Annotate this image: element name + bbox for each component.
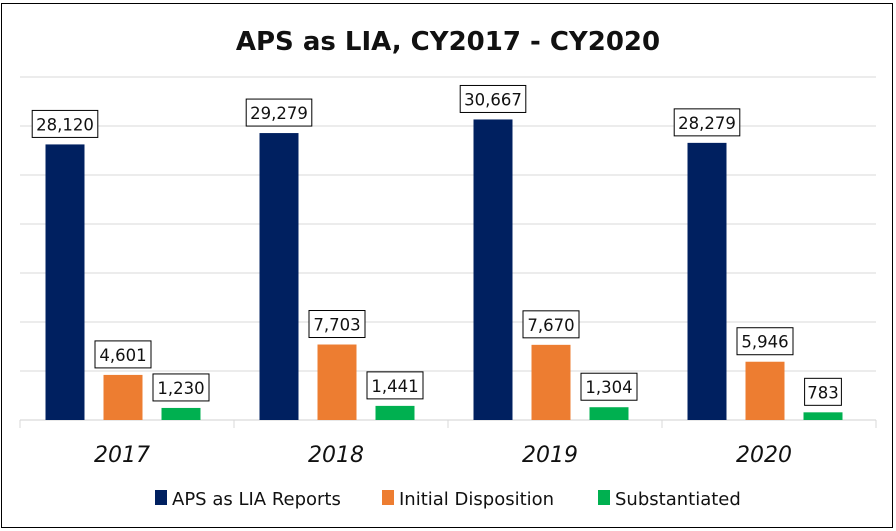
bar-initial-disposition-2020: [745, 361, 785, 420]
data-label-box: [94, 340, 152, 369]
data-label: 1,304: [580, 372, 638, 401]
data-label: 783: [804, 377, 842, 406]
data-label-box: [522, 310, 580, 339]
data-label-box: [673, 108, 741, 137]
data-label-box: [580, 372, 638, 401]
chart-title: APS as LIA, CY2017 - CY2020: [236, 27, 660, 57]
bar-initial-disposition-2019: [531, 344, 571, 420]
data-label-text: 28,279: [678, 114, 736, 133]
bars: [45, 119, 843, 421]
data-label-text: 1,304: [585, 378, 632, 397]
data-label: 30,667: [459, 84, 527, 113]
bar-aps-as-lia-reports-2020: [687, 142, 727, 421]
data-label-box: [308, 310, 366, 339]
data-label: 29,279: [245, 98, 313, 127]
data-label-text: 1,441: [371, 377, 418, 396]
bar-substantiated-2019: [589, 407, 629, 420]
data-label-box: [31, 109, 99, 138]
data-label-text: 28,120: [36, 115, 94, 134]
category-label: 2019: [522, 443, 578, 468]
data-label-box: [804, 377, 842, 406]
data-label: 28,279: [673, 108, 741, 137]
data-label-box: [736, 327, 794, 356]
bar-substantiated-2017: [161, 407, 201, 420]
data-label-box: [152, 373, 210, 402]
bar-aps-as-lia-reports-2019: [473, 119, 513, 420]
legend-label: Substantiated: [615, 489, 741, 510]
legend-swatch: [598, 490, 610, 505]
bar-substantiated-2018: [375, 405, 415, 420]
data-label: 7,703: [308, 310, 366, 339]
legend-label: Initial Disposition: [399, 489, 554, 510]
category-label: 2018: [308, 443, 364, 468]
legend-item-aps-as-lia-reports: APS as LIA Reports: [155, 489, 341, 510]
data-label-text: 1,230: [157, 379, 204, 398]
data-label-box: [366, 371, 424, 400]
data-label-text: 783: [807, 383, 839, 402]
legend-item-substantiated: Substantiated: [598, 489, 741, 510]
bar-initial-disposition-2017: [103, 374, 143, 420]
data-label-box: [459, 84, 527, 113]
data-label: 4,601: [94, 340, 152, 369]
bar-initial-disposition-2018: [317, 344, 357, 420]
data-labels: 28,120 4,601 1,230 29,279 7,703 1,441 30,667 7,…: [31, 84, 842, 406]
legend-swatch: [382, 490, 394, 505]
data-label: 5,946: [736, 327, 794, 356]
data-label-box: [245, 98, 313, 127]
data-label-text: 30,667: [464, 90, 522, 109]
data-label-text: 5,946: [741, 333, 788, 352]
bar-aps-as-lia-reports-2017: [45, 144, 85, 420]
legend-item-initial-disposition: Initial Disposition: [382, 489, 554, 510]
bar-aps-as-lia-reports-2018: [259, 133, 299, 420]
category-label: 2017: [94, 443, 150, 468]
category-label: 2020: [736, 443, 792, 468]
data-label-text: 7,670: [527, 316, 574, 335]
legend-swatch: [155, 490, 167, 505]
legend-label: APS as LIA Reports: [172, 489, 341, 510]
data-label: 1,441: [366, 371, 424, 400]
category-axis: 2017 2018 2019 2020: [94, 443, 792, 468]
data-label-text: 7,703: [313, 316, 360, 335]
chart-frame: [1, 3, 893, 528]
legend: APS as LIA Reports Initial Disposition Sub…: [155, 489, 741, 510]
bar-substantiated-2020: [803, 412, 843, 420]
data-label: 7,670: [522, 310, 580, 339]
data-label-text: 29,279: [250, 104, 308, 123]
data-label: 28,120: [31, 109, 99, 138]
data-label: 1,230: [152, 373, 210, 402]
data-label-text: 4,601: [99, 346, 146, 365]
